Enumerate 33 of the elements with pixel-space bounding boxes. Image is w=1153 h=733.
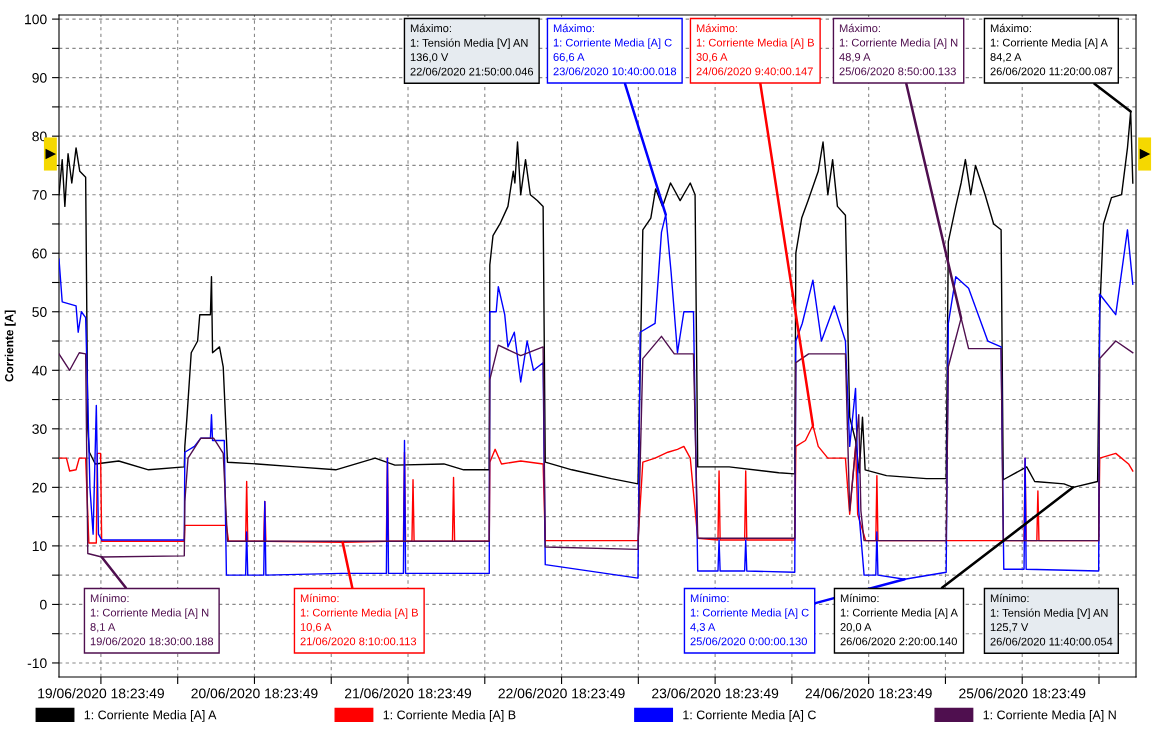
annotation: Máximo: 1: Corriente Media [A] N 48,9 A 25/06/2020 8:50:00.133 [839,23,958,76]
legend-label: 1: Corriente Media [A] N [983,710,1116,722]
y-tick-label: 0 [40,599,47,610]
legend-label: 1: Corriente Media [A] C [683,710,816,722]
x-tick-label: 25/06/2020 18:23:49 [959,688,1086,699]
y-tick-label: 30 [32,424,47,434]
y-tick-label: 100 [25,14,47,25]
y-axis-title: Corriente [A] [4,310,16,382]
annotation: Mínimo: 1: Tensión Media [V] AN 125,7 V 26/06/2020 11:40:00.054 [990,593,1113,646]
x-tick-label: 20/06/2020 18:23:49 [191,688,318,699]
y-tick-label: 40 [32,365,47,376]
annotation: Mínimo: 1: Corriente Media [A] C 4,3 A 25/06/2020 0:00:00.130 [690,593,809,646]
x-tick-label: 23/06/2020 18:23:49 [652,688,779,699]
annotation: Mínimo: 1: Corriente Media [A] B 10,6 A 21/06/2020 8:10:00.113 [300,593,418,646]
legend-label: 1: Corriente Media [A] A [84,710,217,722]
y-tick-label: 20 [32,482,47,493]
x-tick-label: 22/06/2020 18:23:49 [498,688,625,699]
annotation: Máximo: 1: Corriente Media [A] C 66,6 A 23/06/2020 10:40:00.018 [553,23,677,76]
x-tick-label: 21/06/2020 18:23:49 [345,688,472,699]
y-tick-label: 60 [32,248,47,259]
annotation: Mínimo: 1: Corriente Media [A] A 20,0 A 26/06/2020 2:20:00.140 [840,593,958,646]
x-tick-label: 19/06/2020 18:23:49 [38,688,164,699]
annotation: Máximo: 1: Corriente Media [A] B 30,6 A 24/06/2020 9:40:00.147 [696,23,814,76]
annotation: Mínimo: 1: Corriente Media [A] N 8,1 A 19/06/2020 18:30:00.188 [90,593,214,646]
x-tick-label: 24/06/2020 18:23:49 [805,688,932,699]
legend-label: 1: Corriente Media [A] B [383,710,516,722]
annotation: Máximo: 1: Tensión Media [V] AN 136,0 V 22/06/2020 21:50:00.046 [410,23,534,76]
annotation: Máximo: 1: Corriente Media [A] A 84,2 A 26/06/2020 11:20:00.087 [990,23,1113,76]
y-tick-label: 70 [32,190,47,200]
y-tick-label: 50 [32,307,47,317]
y-tick-label: 10 [32,541,47,552]
y-tick-label: -10 [27,658,47,669]
y-tick-label: 90 [32,72,47,83]
